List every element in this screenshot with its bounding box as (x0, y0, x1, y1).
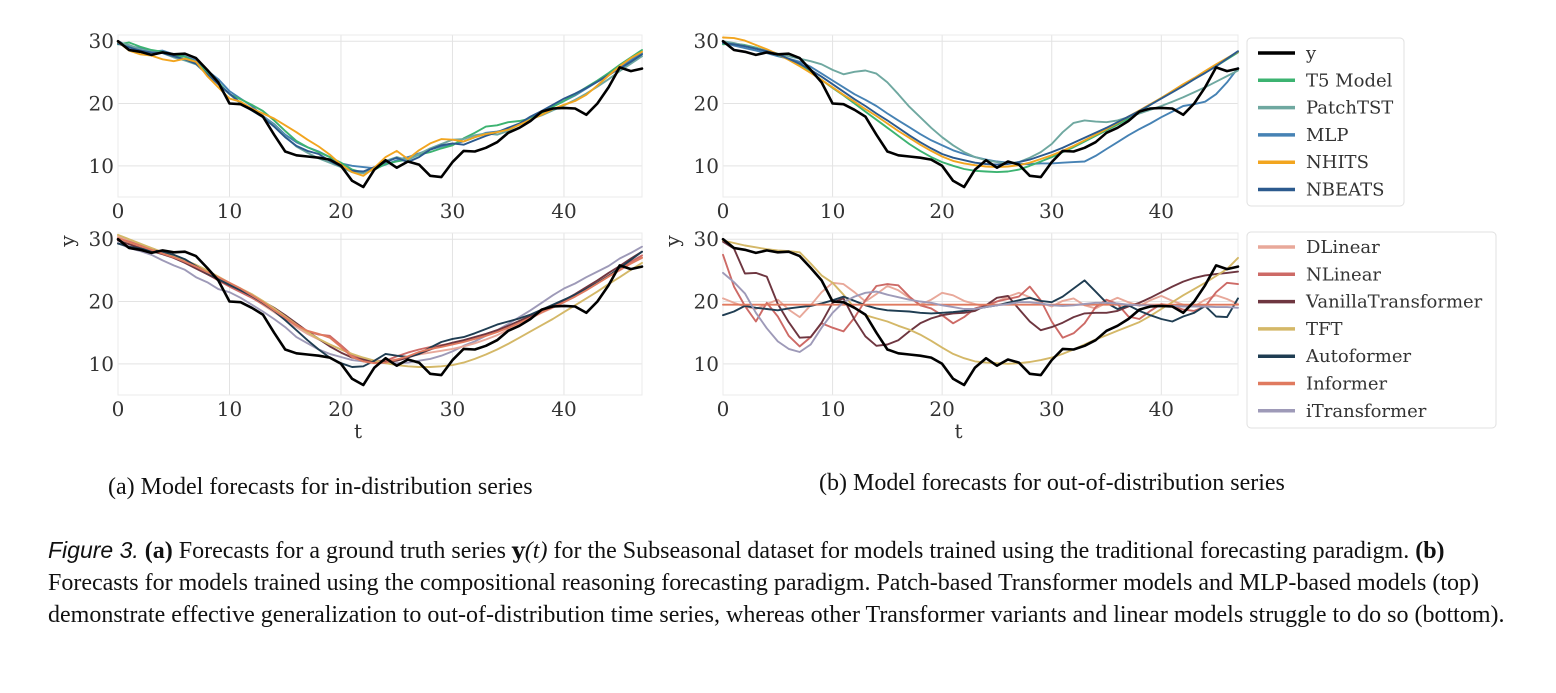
y-tick-label: 10 (89, 154, 114, 178)
x-tick-label: 40 (551, 397, 576, 421)
plot-frame (722, 34, 1239, 198)
y-axis-label: y (55, 235, 79, 248)
x-tick-label: 10 (217, 397, 242, 421)
x-tick-label: 20 (328, 199, 353, 223)
x-tick-label: 40 (1149, 199, 1174, 223)
x-tick-label: 40 (1149, 397, 1174, 421)
plot-frame (117, 232, 643, 396)
caption-symbol-t: (t) (524, 538, 548, 564)
legend: DLinear NLinear VanillaTransformer TFT Autof… (1246, 231, 1497, 429)
series-line-t5-model (117, 41, 643, 174)
y-tick-label: 30 (694, 227, 719, 251)
legend-entry-label: Autoformer (1305, 346, 1411, 367)
legend-entry-label: MLP (1306, 125, 1349, 146)
x-axis-label: t (354, 419, 362, 443)
x-tick-label: 20 (929, 199, 954, 223)
x-tick-label: 20 (328, 397, 353, 421)
series-line-dlinear (722, 281, 1239, 319)
legend-entry-label: VanillaTransformer (1305, 292, 1483, 313)
legend-entry-label: NHITS (1306, 152, 1369, 173)
x-tick-label: 10 (820, 199, 845, 223)
legend-entry-label: TFT (1306, 319, 1343, 340)
x-tick-label: 30 (440, 199, 465, 223)
x-tick-label: 30 (1039, 397, 1064, 421)
caption-part-a-tag: (a) (144, 538, 173, 564)
caption-part-b-tag: (b) (1415, 538, 1445, 564)
series-line-y (721, 237, 1240, 387)
y-tick-label: 30 (89, 29, 114, 53)
subcaption-b: (b) Model forecasts for out-of-distribut… (819, 470, 1285, 496)
series-line-dlinear (117, 235, 643, 362)
series-line-y (116, 237, 644, 387)
chart-panel-top-right: 0 10 20 30 40 10 20 30 y T5 Model PatchTST MLP NHITS… (694, 29, 1405, 223)
subcaption-a: (a) Model forecasts for in-distribution … (108, 474, 533, 500)
legend-entry-label: PatchTST (1306, 98, 1393, 119)
x-tick-label: 0 (717, 199, 730, 223)
x-tick-label: 0 (717, 397, 730, 421)
legend-entry-label: DLinear (1306, 237, 1380, 258)
x-tick-label: 20 (929, 397, 954, 421)
y-tick-label: 20 (89, 290, 114, 314)
chart-panel-bottom-right: 0 10 20 30 40 10 20 30 t y DLinear NLinear VanillaTr… (660, 227, 1497, 443)
caption-part-a-text-2: for the Subseasonal dataset for models t… (547, 538, 1416, 564)
x-tick-label: 0 (112, 199, 125, 223)
y-tick-label: 20 (89, 92, 114, 116)
series-line-nlinear (722, 253, 1239, 348)
legend: y T5 Model PatchTST MLP NHITS NBEATS (1246, 37, 1405, 207)
legend-entry-label: NLinear (1306, 264, 1381, 285)
legend-entry-label: Informer (1306, 374, 1388, 395)
x-tick-label: 40 (551, 199, 576, 223)
y-tick-label: 20 (694, 92, 719, 116)
legend-frame (1246, 231, 1497, 429)
plot-frame (117, 34, 643, 198)
figure-caption: Figure 3. (a) Forecasts for a ground tru… (48, 534, 1508, 631)
legend-entry-label: iTransformer (1306, 401, 1427, 422)
y-tick-label: 30 (89, 227, 114, 251)
y-tick-label: 10 (89, 352, 114, 376)
x-tick-label: 0 (112, 397, 125, 421)
x-tick-label: 10 (820, 397, 845, 421)
figure-label: Figure 3. (48, 537, 139, 563)
x-tick-label: 30 (1039, 199, 1064, 223)
legend-entry-label: NBEATS (1306, 180, 1384, 201)
series-line-itransformer (722, 271, 1239, 353)
caption-symbol-y: y (512, 538, 525, 564)
y-tick-label: 10 (694, 154, 719, 178)
chart-panel-top-left: 0 10 20 30 40 10 20 30 (89, 29, 644, 223)
y-tick-label: 10 (694, 352, 719, 376)
series-line-y (116, 39, 644, 189)
series-line-y (721, 39, 1240, 189)
y-tick-label: 30 (694, 29, 719, 53)
figure-canvas: 0 10 20 30 40 10 20 30 0 10 20 30 40 10 20 30 y T5 Model P… (55, 29, 1497, 443)
caption-part-b-text: Forecasts for models trained using the c… (48, 570, 1505, 628)
plot-frame (722, 232, 1239, 396)
legend-entry-label: y (1305, 43, 1317, 64)
legend-entry-label: T5 Model (1306, 70, 1393, 91)
y-tick-label: 20 (694, 290, 719, 314)
x-axis-label: t (954, 419, 962, 443)
y-axis-label: y (660, 235, 684, 248)
caption-part-a-text-1: Forecasts for a ground truth series (172, 538, 512, 564)
x-tick-label: 30 (440, 397, 465, 421)
chart-panel-bottom-left: 0 10 20 30 40 10 20 30 t y (55, 227, 644, 443)
x-tick-label: 10 (217, 199, 242, 223)
